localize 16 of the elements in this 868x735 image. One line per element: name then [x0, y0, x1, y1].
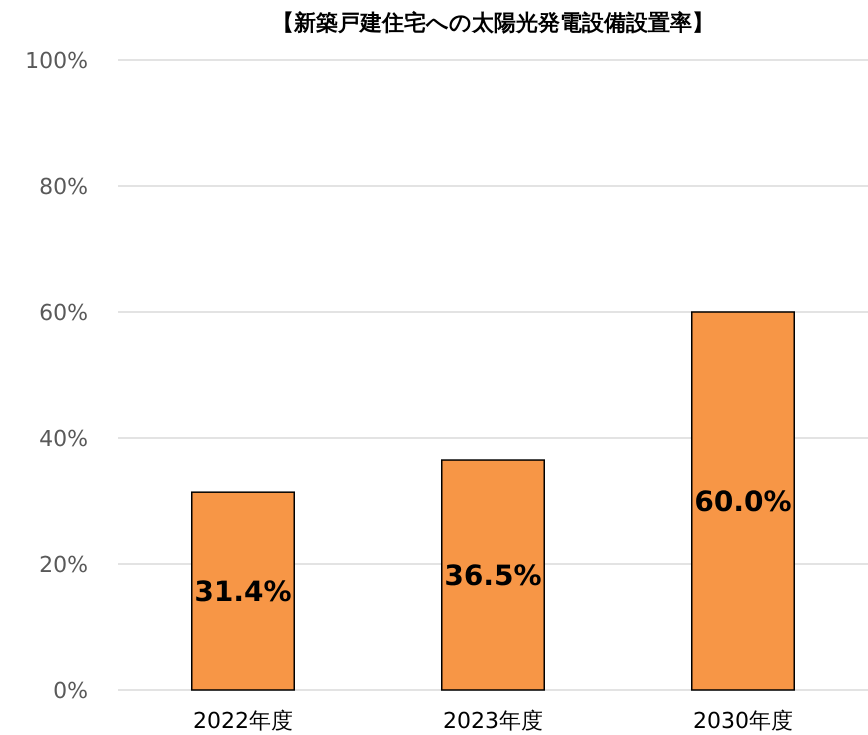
y-tick-label: 20%: [39, 553, 88, 578]
y-tick-label: 100%: [25, 49, 88, 74]
x-tick-label: 2030年度: [693, 709, 793, 734]
y-tick-label: 80%: [39, 175, 88, 200]
data-label: 36.5%: [444, 559, 542, 592]
bar: [691, 311, 795, 691]
y-tick-label: 0%: [53, 679, 88, 704]
x-tick-label: 2023年度: [443, 709, 543, 734]
bar: [441, 459, 545, 691]
data-label: 60.0%: [694, 485, 792, 518]
data-label: 31.4%: [194, 575, 292, 608]
y-tick-label: 40%: [39, 427, 88, 452]
y-tick-label: 60%: [39, 301, 88, 326]
x-tick-label: 2022年度: [193, 709, 293, 734]
bar: [191, 491, 295, 691]
chart-title: 【新築戸建住宅への太陽光発電設備設置率】: [272, 10, 714, 36]
